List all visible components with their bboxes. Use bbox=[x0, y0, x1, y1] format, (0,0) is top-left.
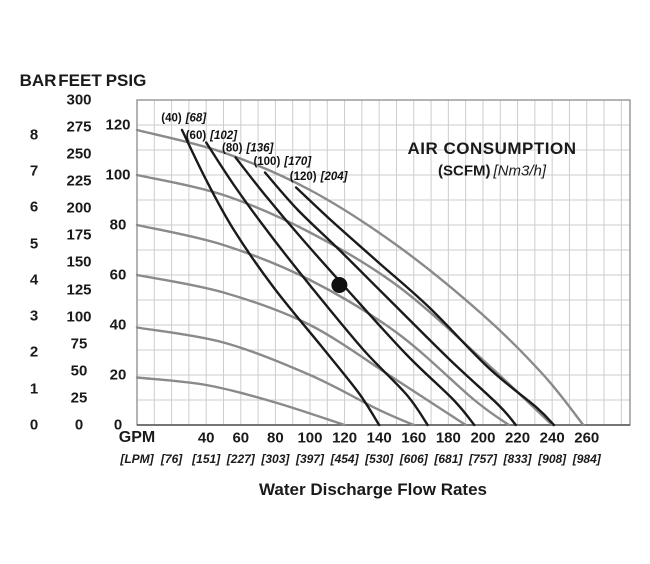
air-consumption-curve bbox=[263, 171, 517, 427]
bar-tick-label: 7 bbox=[29, 162, 39, 180]
psig-axis-header: PSIG bbox=[105, 71, 147, 90]
performance-curve bbox=[135, 223, 511, 427]
bar-tick-label: 8 bbox=[29, 126, 39, 144]
performance-curve bbox=[135, 173, 554, 427]
gpm-tick-label: 120 bbox=[332, 429, 358, 447]
bar-axis-header: BAR bbox=[19, 71, 57, 90]
air-curve-label: (80) [136] bbox=[222, 142, 274, 154]
feet-tick-label: 275 bbox=[66, 118, 92, 136]
legend-nm3h-label: [Nm3/h] bbox=[493, 162, 547, 180]
bar-tick-label: 3 bbox=[29, 307, 39, 325]
gpm-tick-label: 160 bbox=[401, 429, 427, 447]
gpm-tick-label: 100 bbox=[297, 429, 323, 447]
bar-tick-label: 0 bbox=[29, 416, 39, 434]
gpm-tick-label: 200 bbox=[470, 429, 496, 447]
feet-tick-label: 175 bbox=[66, 226, 92, 244]
lpm-tick-label: [833] bbox=[503, 452, 532, 466]
air-consumption-curve bbox=[294, 186, 556, 427]
lpm-tick-label: [76] bbox=[160, 452, 183, 466]
legend-title: AIR CONSUMPTION bbox=[407, 139, 577, 158]
air-curve-label: (40) [68] bbox=[161, 112, 207, 124]
air-consumption-curve bbox=[180, 128, 381, 427]
lpm-tick-label: [681] bbox=[434, 452, 463, 466]
gpm-tick-label: 140 bbox=[366, 429, 392, 447]
gpm-tick-label: 240 bbox=[539, 429, 565, 447]
lpm-tick-label: [303] bbox=[261, 452, 290, 466]
psig-tick-label: 40 bbox=[109, 316, 127, 334]
lpm-tick-label: [397] bbox=[295, 452, 324, 466]
air-curve-label: (60) [102] bbox=[186, 130, 238, 142]
legend-scfm-label: (SCFM) bbox=[437, 162, 491, 180]
feet-tick-label: 25 bbox=[70, 389, 88, 407]
feet-tick-label: 300 bbox=[66, 91, 92, 109]
feet-tick-label: 0 bbox=[74, 416, 84, 434]
feet-tick-label: 150 bbox=[66, 253, 92, 271]
lpm-tick-label: [151] bbox=[192, 452, 221, 466]
performance-curve bbox=[135, 273, 467, 427]
bar-tick-label: 1 bbox=[29, 380, 39, 398]
feet-tick-label: 50 bbox=[70, 362, 88, 380]
lpm-tick-label: [606] bbox=[399, 452, 428, 466]
bar-tick-label: 4 bbox=[29, 271, 39, 289]
gpm-tick-label: 180 bbox=[435, 429, 461, 447]
psig-tick-label: 60 bbox=[109, 266, 127, 284]
performance-curve bbox=[135, 376, 346, 427]
lpm-tick-label: [454] bbox=[330, 452, 359, 466]
bar-tick-label: 2 bbox=[29, 343, 39, 361]
gpm-tick-label: 60 bbox=[232, 429, 250, 447]
psig-tick-label: 120 bbox=[105, 116, 131, 134]
lpm-tick-label: [908] bbox=[538, 452, 567, 466]
air-curve-label: (100) [170] bbox=[253, 156, 312, 168]
gpm-tick-label: 220 bbox=[505, 429, 531, 447]
legend-units: (SCFM) [Nm3/h] bbox=[438, 163, 546, 180]
performance-curve bbox=[135, 128, 585, 427]
feet-axis-header: FEET bbox=[58, 71, 102, 90]
psig-tick-label: 100 bbox=[105, 166, 131, 184]
feet-tick-label: 100 bbox=[66, 308, 92, 326]
gpm-tick-label: 260 bbox=[574, 429, 600, 447]
feet-tick-label: 250 bbox=[66, 145, 92, 163]
lpm-tick-label: [227] bbox=[226, 452, 255, 466]
feet-tick-label: 200 bbox=[66, 199, 92, 217]
gpm-tick-label: 80 bbox=[267, 429, 284, 447]
feet-tick-label: 75 bbox=[70, 335, 88, 353]
operating-point-marker bbox=[331, 277, 348, 293]
performance-curve bbox=[135, 326, 415, 427]
lpm-tick-label: [984] bbox=[572, 452, 601, 466]
lpm-axis-unit-label: [LPM] bbox=[120, 452, 154, 466]
air-curve-label: (120) [204] bbox=[290, 171, 349, 183]
psig-tick-label: 80 bbox=[109, 216, 127, 234]
bar-tick-label: 5 bbox=[29, 235, 39, 253]
air-consumption-curve bbox=[205, 141, 429, 427]
gpm-axis-unit-label: GPM bbox=[118, 429, 156, 446]
lpm-tick-label: [530] bbox=[365, 452, 394, 466]
x-axis-title: Water Discharge Flow Rates bbox=[259, 480, 487, 499]
psig-tick-label: 20 bbox=[109, 366, 127, 384]
feet-tick-label: 225 bbox=[66, 172, 92, 190]
lpm-tick-label: [757] bbox=[468, 452, 497, 466]
air-consumption-curve bbox=[234, 156, 476, 427]
bar-tick-label: 6 bbox=[29, 198, 39, 216]
feet-tick-label: 125 bbox=[66, 281, 92, 299]
psig-tick-label: 0 bbox=[113, 416, 123, 434]
gpm-tick-label: 40 bbox=[197, 429, 215, 447]
